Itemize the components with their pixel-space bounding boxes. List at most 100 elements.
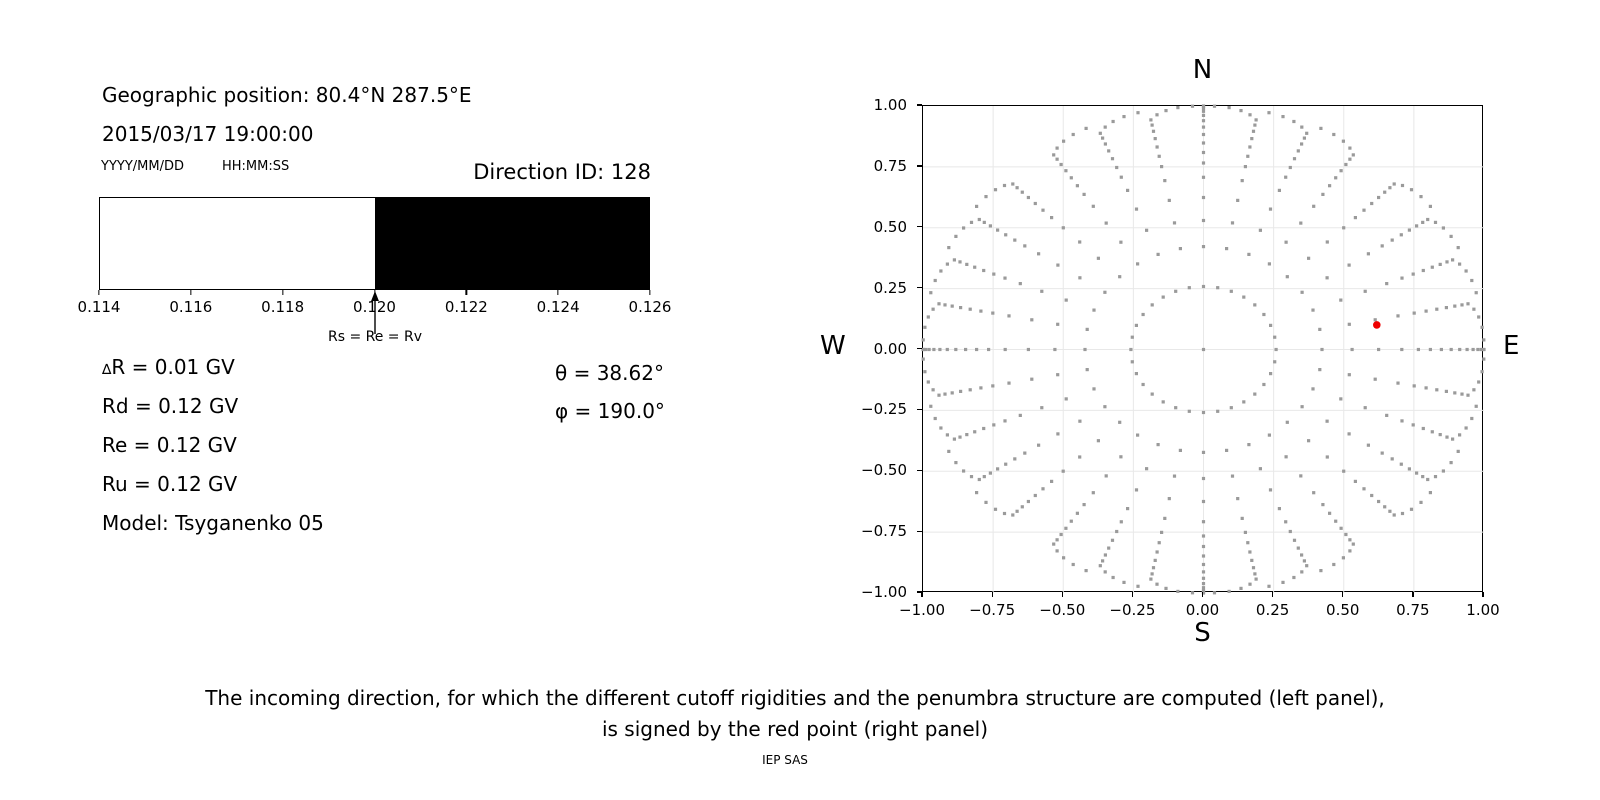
direction-dot: [1250, 558, 1254, 562]
direction-dot: [1201, 195, 1206, 200]
direction-dot: [1466, 302, 1470, 306]
direction-dot: [1456, 246, 1460, 250]
direction-dot: [1018, 413, 1022, 417]
direction-dot: [1409, 188, 1414, 192]
direction-dot: [964, 347, 968, 352]
direction-dot: [973, 265, 977, 269]
direction-dot: [1201, 109, 1206, 113]
x-tick-label: 0.25: [1255, 601, 1290, 619]
direction-dot: [1239, 109, 1243, 113]
direction-dot: [1482, 357, 1486, 361]
direction-dot: [979, 309, 983, 313]
x-tick-label: 0.75: [1396, 601, 1430, 619]
direction-dot: [1377, 195, 1381, 200]
direction-dot: [1050, 216, 1054, 220]
direction-dot: [1383, 505, 1387, 509]
direction-dot: [1201, 113, 1206, 117]
direction-dot: [1037, 443, 1041, 447]
direction-dot: [1433, 475, 1438, 479]
direction-dot: [1136, 111, 1140, 115]
direction-dot: [1030, 318, 1034, 322]
direction-dot: [1388, 186, 1392, 190]
direction-dot: [1096, 439, 1100, 443]
direction-dot: [1281, 115, 1285, 119]
direction-dot: [1449, 347, 1453, 352]
y-tick-label: −0.50: [861, 461, 907, 480]
direction-dot: [1085, 368, 1089, 372]
direction-dot: [1163, 179, 1167, 183]
direction-dot: [958, 435, 962, 439]
direction-dot: [1341, 556, 1345, 560]
direction-dot: [1269, 372, 1273, 376]
direction-dot: [1348, 146, 1352, 150]
direction-dot: [1078, 240, 1082, 244]
direction-dot: [1041, 487, 1045, 491]
direction-dot: [1098, 564, 1102, 568]
direction-dot: [1318, 327, 1322, 331]
direction-dot: [965, 433, 969, 437]
direction-dot: [1267, 584, 1271, 588]
direction-dot: [1385, 282, 1389, 286]
direction-dot: [1415, 224, 1419, 228]
direction-dot: [1136, 584, 1140, 588]
direction-dot: [1061, 469, 1065, 473]
direction-dot: [1002, 511, 1007, 516]
direction-dot: [1153, 137, 1157, 141]
direction-dot: [1277, 188, 1281, 192]
direction-dot: [1474, 404, 1478, 408]
forbidden-band: [374, 198, 649, 289]
direction-dot: [1267, 111, 1271, 115]
direction-dot: [1033, 201, 1037, 206]
direction-dot: [1444, 389, 1448, 393]
direction-dot: [1096, 256, 1100, 260]
direction-dot: [950, 304, 954, 308]
direction-dot: [1449, 461, 1453, 465]
direction-dot: [1201, 141, 1206, 145]
direction-dot: [1302, 136, 1306, 140]
direction-dot: [1055, 146, 1059, 150]
direction-dot: [1011, 182, 1015, 186]
x-tick-label: −0.50: [1039, 601, 1086, 619]
direction-dot: [1451, 258, 1455, 262]
direction-dot: [1253, 572, 1257, 576]
direction-dot: [1430, 265, 1434, 269]
direction-dot: [1150, 572, 1154, 576]
direction-dot: [929, 291, 933, 295]
direction-dot: [1363, 289, 1367, 293]
direction-dot: [1325, 419, 1329, 423]
param-model: Model: Tsyganenko 05: [102, 511, 324, 535]
direction-dot: [1370, 493, 1374, 498]
direction-dot: [921, 338, 925, 342]
direction-dot: [1103, 570, 1107, 574]
direction-dot: [954, 461, 958, 465]
y-tick-label: −0.25: [861, 400, 907, 419]
direction-dot: [1300, 290, 1304, 294]
direction-dot: [1348, 549, 1352, 553]
direction-dot: [952, 258, 956, 262]
direction-dot: [1307, 256, 1311, 260]
direction-dot: [952, 437, 956, 441]
direction-dot: [1426, 477, 1430, 482]
direction-dot: [1392, 182, 1396, 186]
arrow-label: Rs = Re = Rv: [327, 329, 422, 345]
direction-dot: [1167, 497, 1171, 501]
x-tick-mark: [991, 592, 993, 597]
direction-dot: [947, 246, 951, 250]
direction-dot: [1201, 476, 1206, 481]
direction-dot: [1201, 582, 1206, 586]
direction-dot: [1026, 347, 1030, 352]
direction-dot: [979, 386, 983, 390]
direction-dot: [1274, 347, 1278, 352]
direction-dot: [1069, 176, 1073, 180]
direction-dot: [1390, 457, 1394, 461]
direction-dot: [1302, 559, 1306, 563]
penumbra-tick-label: 0.118: [261, 298, 305, 316]
direction-dot: [1247, 252, 1251, 256]
direction-dot: [939, 426, 943, 430]
direction-dot: [1373, 318, 1377, 322]
direction-dot: [982, 475, 986, 479]
direction-dot: [1239, 586, 1243, 590]
direction-dot: [1251, 129, 1256, 133]
direction-dot: [1300, 405, 1304, 409]
direction-dot: [1277, 507, 1281, 511]
